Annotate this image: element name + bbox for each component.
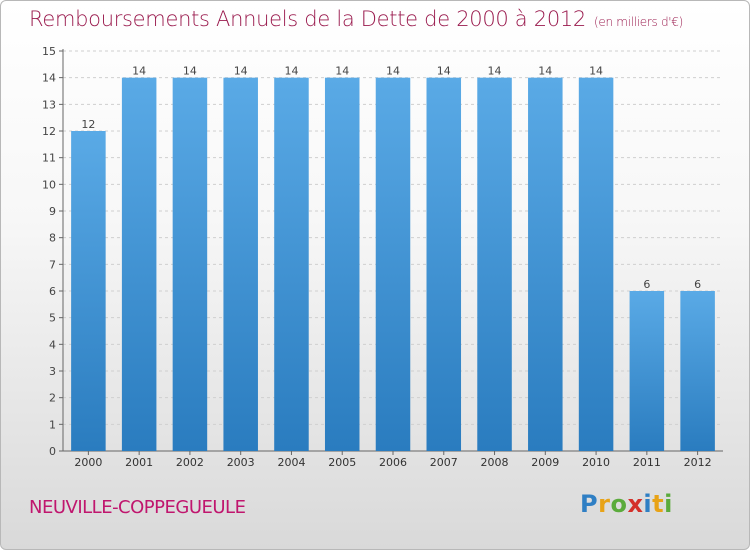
- commune-name: NEUVILLE-COPPEGUEULE: [29, 497, 246, 518]
- bar: [223, 77, 258, 452]
- x-tick-label: 2011: [633, 456, 661, 469]
- data-label: 14: [183, 65, 197, 78]
- x-tick-label: 2007: [430, 456, 458, 469]
- y-tick-label: 12: [42, 125, 56, 138]
- bar: [477, 77, 512, 452]
- data-label: 14: [284, 65, 298, 78]
- y-tick-label: 10: [42, 178, 56, 191]
- x-tick-label: 2000: [74, 456, 102, 469]
- bar: [274, 77, 309, 452]
- bar: [426, 77, 462, 452]
- bars: [71, 77, 715, 452]
- bar: [375, 77, 411, 452]
- x-tick-label: 2005: [328, 456, 356, 469]
- x-tick-label: 2008: [481, 456, 509, 469]
- chart-title: Remboursements Annuels de la Dette de 20…: [29, 7, 683, 31]
- y-tick-label: 5: [49, 312, 56, 325]
- data-label: 14: [437, 65, 451, 78]
- data-label: 14: [538, 65, 552, 78]
- x-tick-label: 2001: [125, 456, 153, 469]
- y-tick-label: 15: [42, 45, 56, 58]
- bar: [71, 131, 106, 451]
- y-tick-label: 0: [49, 445, 56, 458]
- data-label: 14: [132, 65, 146, 78]
- bar: [324, 77, 360, 452]
- bar: [121, 77, 157, 452]
- chart-subtitle: (en milliers d'€): [594, 15, 684, 29]
- x-tick-label: 2010: [582, 456, 610, 469]
- y-tick-label: 1: [49, 418, 56, 431]
- bar: [528, 77, 563, 452]
- x-tick-label: 2004: [277, 456, 305, 469]
- x-tick-label: 2002: [176, 456, 204, 469]
- data-label: 6: [694, 278, 701, 291]
- y-tick-label: 7: [49, 258, 56, 271]
- y-tick-label: 8: [49, 232, 56, 245]
- y-tick-label: 3: [49, 365, 56, 378]
- y-tick-label: 9: [49, 205, 56, 218]
- y-tick-label: 13: [42, 98, 56, 111]
- x-tick-label: 2003: [227, 456, 255, 469]
- bar: [680, 291, 715, 451]
- bar: [629, 291, 665, 451]
- data-label: 14: [335, 65, 349, 78]
- x-tick-label: 2012: [684, 456, 712, 469]
- bar: [172, 77, 208, 452]
- x-tick-label: 2006: [379, 456, 407, 469]
- y-tick-label: 11: [42, 152, 56, 165]
- data-labels: 12 14 14 14 14 14 14 14 14 14 14 6 6: [81, 65, 701, 291]
- y-tick-label: 4: [49, 338, 56, 351]
- data-label: 14: [589, 65, 603, 78]
- data-label: 6: [643, 278, 650, 291]
- proxiti-logo[interactable]: Proxiti: [580, 490, 673, 518]
- y-tick-label: 14: [42, 72, 56, 85]
- y-tick-label: 2: [49, 392, 56, 405]
- bar: [578, 77, 614, 452]
- y-tick-label: 6: [49, 285, 56, 298]
- data-label: 14: [386, 65, 400, 78]
- x-tick-label: 2009: [531, 456, 559, 469]
- data-label: 12: [81, 118, 95, 131]
- data-label: 14: [488, 65, 502, 78]
- data-label: 14: [234, 65, 248, 78]
- chart-title-text: Remboursements Annuels de la Dette de 20…: [29, 7, 586, 31]
